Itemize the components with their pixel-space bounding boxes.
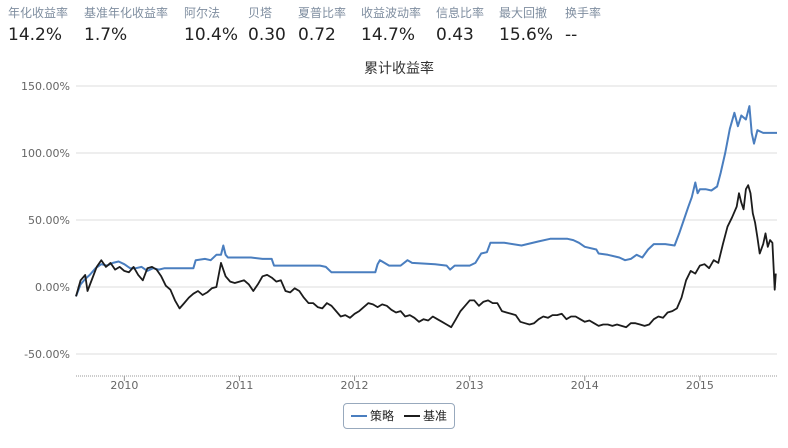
stat-value: 10.4% <box>184 25 239 45</box>
stat-label: 年化收益率 <box>8 6 69 20</box>
x-axis: 2010 2011 2012 2013 2014 2015 <box>110 376 714 392</box>
stat-benchmark-annual-return: 基准年化收益率 1.7% <box>84 6 168 45</box>
legend: 策略 基准 <box>343 403 455 429</box>
grid-lines <box>76 85 777 355</box>
stat-label: 基准年化收益率 <box>84 6 169 20</box>
stat-value: -- <box>565 25 578 45</box>
stat-label: 阿尔法 <box>184 6 221 20</box>
x-tick-label: 2011 <box>225 379 253 392</box>
legend-strategy-swatch <box>351 415 367 417</box>
x-tick-label: 2013 <box>456 379 484 392</box>
stat-volatility: 收益波动率 14.7% <box>361 6 421 45</box>
legend-strategy-label[interactable]: 策略 <box>370 409 395 423</box>
legend-benchmark-swatch <box>404 415 420 417</box>
y-tick-label: 100.00% <box>21 147 70 160</box>
stats-header: 年化收益率 14.2% 基准年化收益率 1.7% 阿尔法 10.4% 贝塔 0.… <box>0 0 788 50</box>
stat-information-ratio: 信息比率 0.43 <box>436 6 484 45</box>
stat-label: 收益波动率 <box>361 6 422 20</box>
x-tick-label: 2014 <box>571 379 599 392</box>
series-lines <box>75 105 777 329</box>
stat-value: 14.2% <box>8 25 63 45</box>
stat-value: 0.43 <box>436 25 474 45</box>
cumulative-return-chart: 累计收益率 -50.00% 0.00% 50.00% 100.00% 150.00% 2… <box>21 60 777 392</box>
x-tick-label: 2010 <box>110 379 138 392</box>
stat-max-drawdown: 最大回撤 15.6% <box>499 6 553 45</box>
stat-label: 夏普比率 <box>298 6 347 20</box>
legend-benchmark-label[interactable]: 基准 <box>423 409 448 423</box>
y-tick-label: 50.00% <box>28 214 70 227</box>
chart-title: 累计收益率 <box>364 60 434 77</box>
stat-label: 信息比率 <box>436 6 485 20</box>
stat-annual-return: 年化收益率 14.2% <box>8 6 68 45</box>
benchmark-series-line <box>75 184 777 329</box>
stat-value: 0.30 <box>248 25 286 45</box>
strategy-series-line <box>75 105 777 297</box>
stat-value: 15.6% <box>499 25 554 45</box>
stat-sharpe: 夏普比率 0.72 <box>298 6 346 45</box>
stat-label: 最大回撤 <box>499 6 548 20</box>
stat-label: 换手率 <box>565 6 602 20</box>
y-axis-labels: -50.00% 0.00% 50.00% 100.00% 150.00% <box>21 80 70 361</box>
stat-beta: 贝塔 0.30 <box>248 6 286 45</box>
stat-turnover: 换手率 -- <box>565 6 601 45</box>
stat-alpha: 阿尔法 10.4% <box>184 6 238 45</box>
y-tick-label: -50.00% <box>24 348 70 361</box>
stat-value: 14.7% <box>361 25 416 45</box>
x-tick-label: 2015 <box>686 379 714 392</box>
x-tick-label: 2012 <box>341 379 369 392</box>
y-tick-label: 150.00% <box>21 80 70 93</box>
stat-value: 1.7% <box>84 25 128 45</box>
stat-value: 0.72 <box>298 25 336 45</box>
stat-label: 贝塔 <box>248 6 273 20</box>
y-tick-label: 0.00% <box>35 281 70 294</box>
